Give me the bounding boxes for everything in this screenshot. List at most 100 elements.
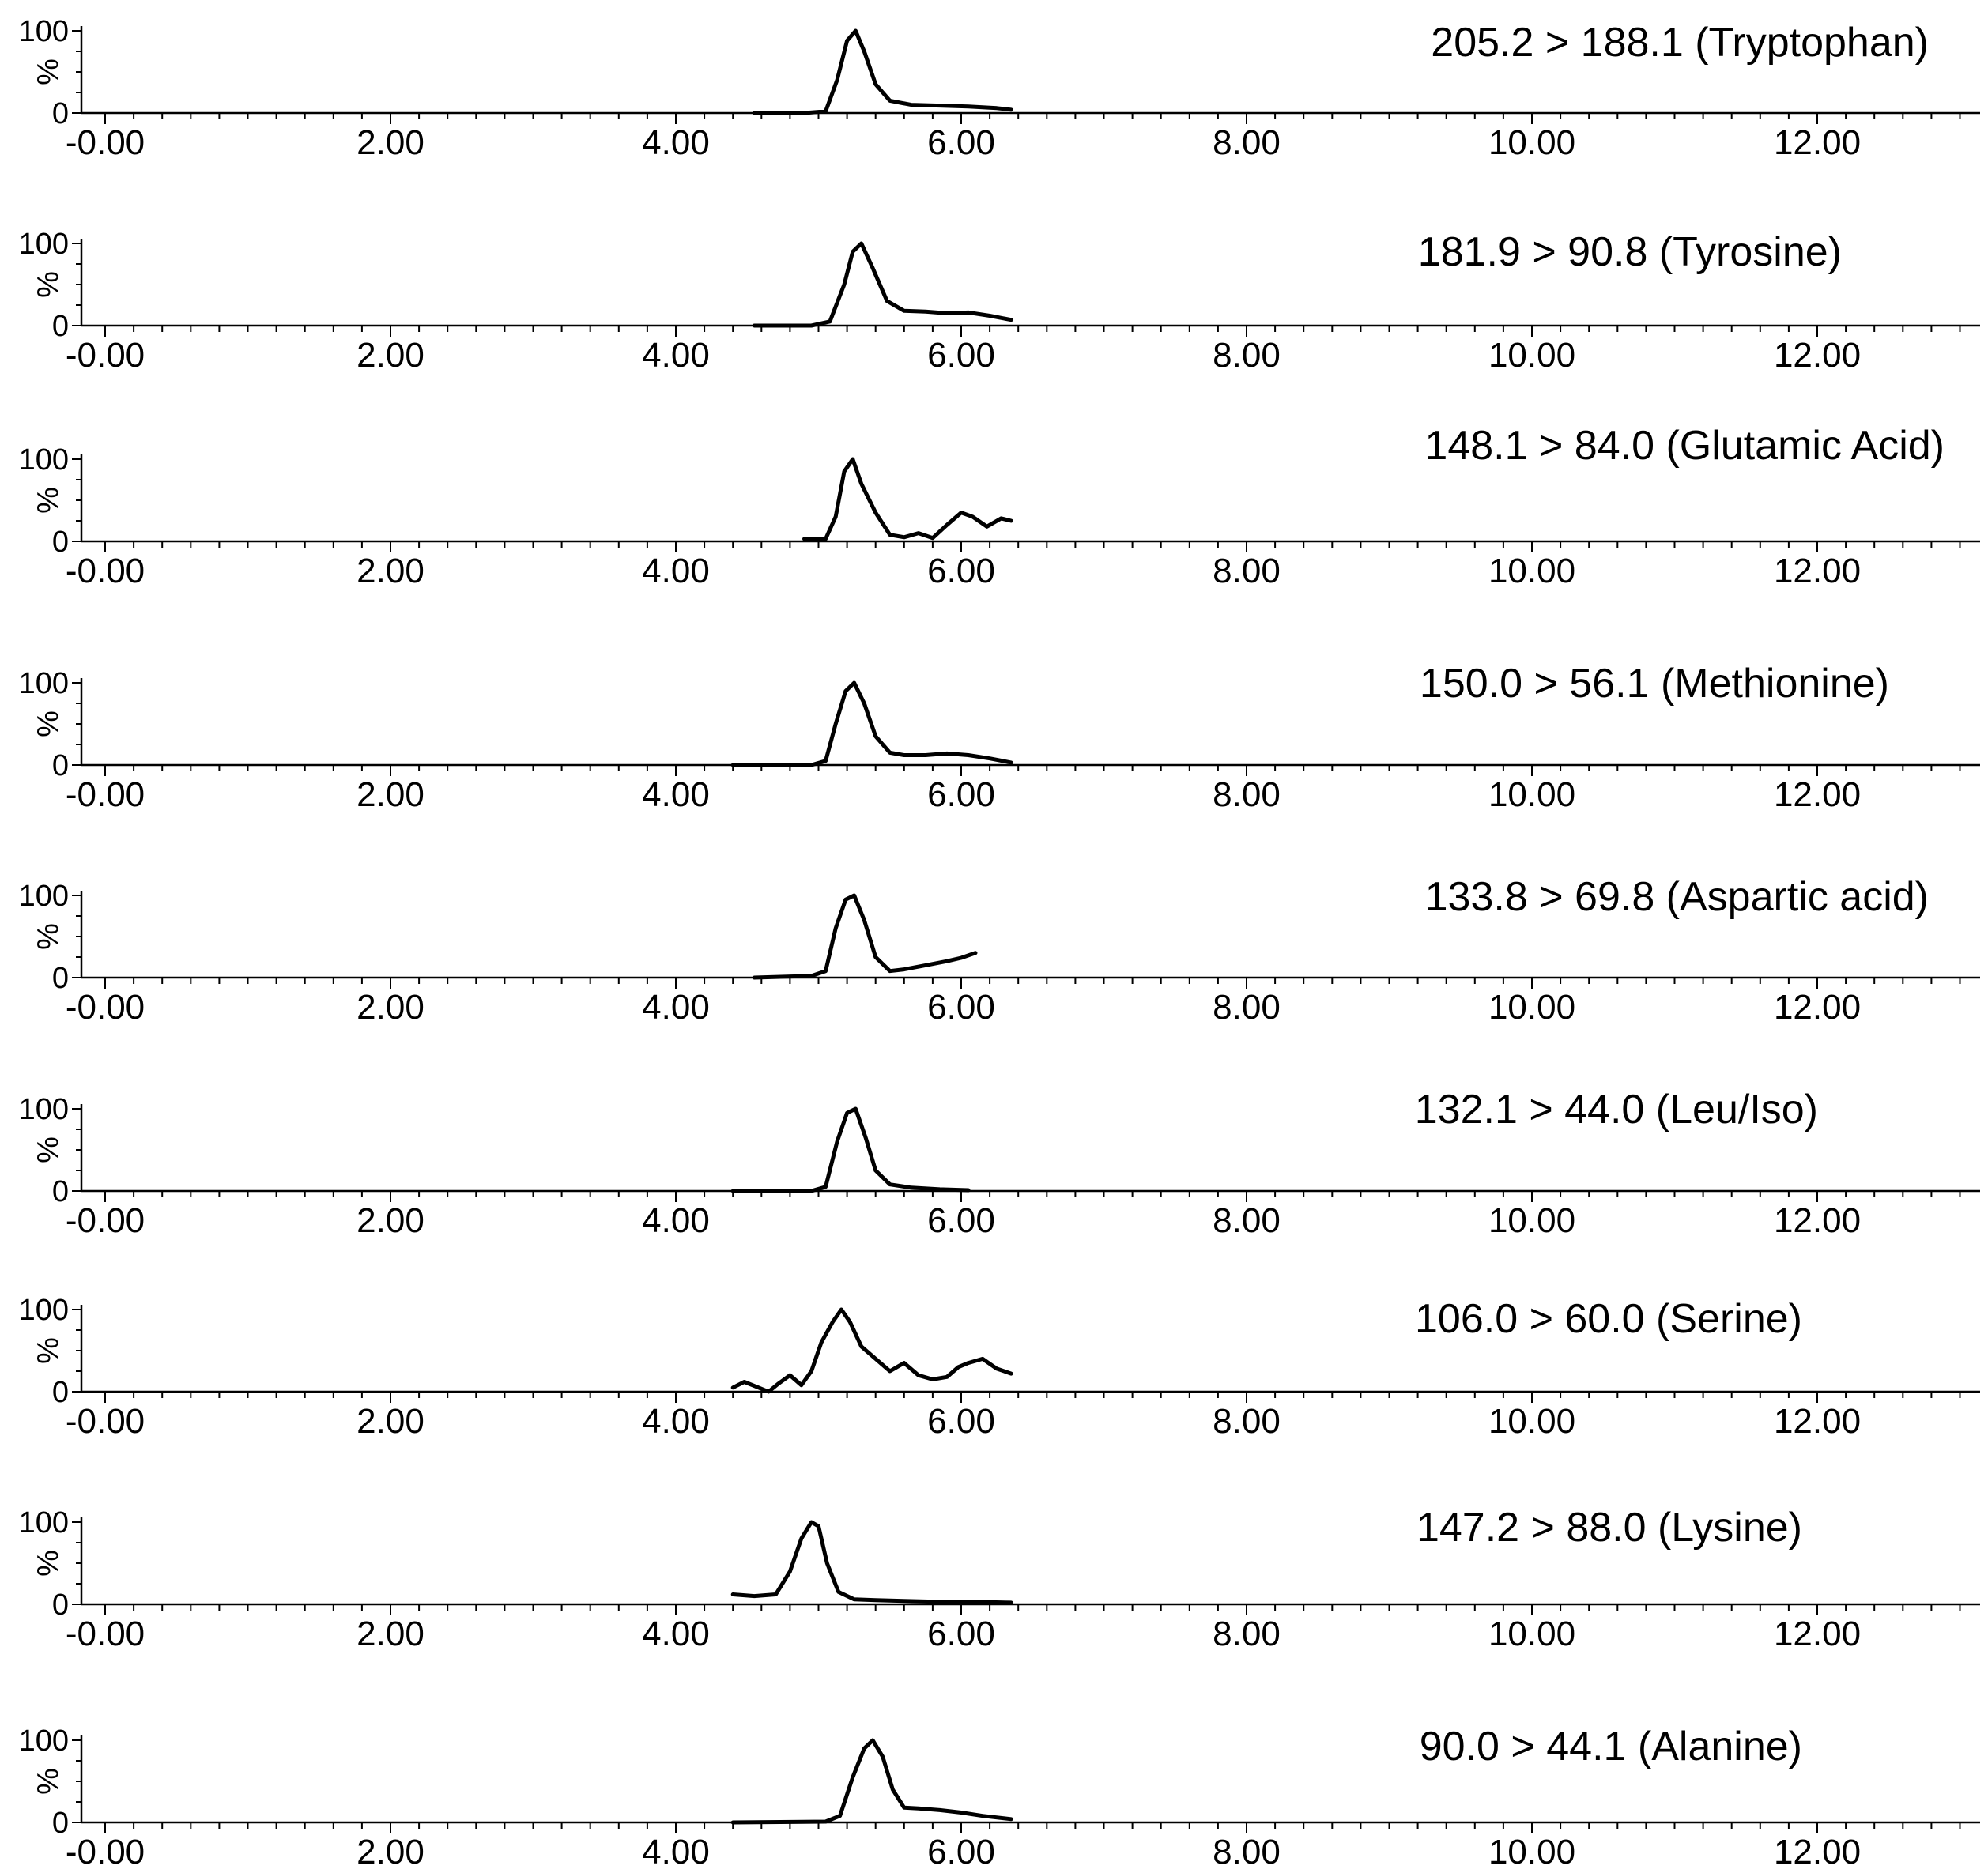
x-tick-label: -0.00 (66, 988, 145, 1027)
x-tick-label: -0.00 (66, 1402, 145, 1441)
x-tick-label: 10.00 (1488, 1201, 1575, 1240)
x-tick-label: 10.00 (1488, 1402, 1575, 1441)
x-tick-label: 8.00 (1213, 1833, 1281, 1871)
x-tick-label: 6.00 (927, 1201, 995, 1240)
x-tick-label: -0.00 (66, 1833, 145, 1871)
y-tick-label: 100 (19, 880, 69, 913)
x-tick-label: 2.00 (356, 552, 424, 590)
y-axis-label: % (32, 487, 65, 514)
x-tick-label: 2.00 (356, 1201, 424, 1240)
y-axis-label: % (32, 1768, 65, 1795)
x-tick-label: 2.00 (356, 1833, 424, 1871)
x-tick-label: -0.00 (66, 1201, 145, 1240)
panel-title: 150.0 > 56.1 (Methionine) (1420, 661, 1889, 707)
y-tick-label: 100 (19, 15, 69, 48)
x-tick-label: 8.00 (1213, 1402, 1281, 1441)
x-tick-label: 6.00 (927, 1615, 995, 1653)
chromatogram-panel: 0 100% -0.00 2.00 4.00 6.00 8.00 10.00 12.00 90.0… (19, 1724, 1980, 1871)
x-tick-label: 10.00 (1488, 552, 1575, 590)
y-tick-label: 100 (19, 1506, 69, 1539)
panel-title: 148.1 > 84.0 (Glutamic Acid) (1424, 423, 1945, 469)
x-tick-label: 2.00 (356, 1615, 424, 1653)
y-axis-label: % (32, 923, 65, 950)
x-tick-label: 12.00 (1774, 1615, 1861, 1653)
y-axis-label: % (32, 1337, 65, 1364)
x-tick-label: 10.00 (1488, 775, 1575, 814)
x-tick-label: 12.00 (1774, 1833, 1861, 1871)
chromatogram-trace (802, 457, 1013, 541)
y-tick-label: 100 (19, 1093, 69, 1126)
x-tick-label: 6.00 (927, 552, 995, 590)
y-tick-label: 100 (19, 1724, 69, 1758)
x-tick-label: 4.00 (642, 1402, 710, 1441)
x-tick-label: 10.00 (1488, 336, 1575, 375)
x-tick-label: 8.00 (1213, 775, 1281, 814)
x-tick-label: 4.00 (642, 1615, 710, 1653)
chromatogram-trace (730, 680, 1013, 767)
x-tick-label: 4.00 (642, 988, 710, 1027)
y-axis-label: % (32, 1550, 65, 1577)
x-tick-label: 10.00 (1488, 123, 1575, 162)
x-tick-label: 12.00 (1774, 336, 1861, 375)
panel-title: 205.2 > 188.1 (Tryptophan) (1431, 20, 1929, 66)
x-tick-label: 6.00 (927, 775, 995, 814)
y-tick-label: 0 (52, 749, 69, 782)
chromatogram-panel: 0 100% -0.00 2.00 4.00 6.00 8.00 10.00 12.00 150.… (19, 661, 1980, 814)
x-tick-label: 10.00 (1488, 1833, 1575, 1871)
x-tick-label: 2.00 (356, 988, 424, 1027)
x-tick-label: 12.00 (1774, 1402, 1861, 1441)
x-tick-label: 8.00 (1213, 336, 1281, 375)
y-tick-label: 100 (19, 667, 69, 700)
x-tick-label: 12.00 (1774, 552, 1861, 590)
y-axis-label: % (32, 58, 65, 85)
x-tick-label: 8.00 (1213, 123, 1281, 162)
x-tick-label: 4.00 (642, 1833, 710, 1871)
x-tick-label: 12.00 (1774, 1201, 1861, 1240)
y-axis-label: % (32, 1136, 65, 1163)
x-tick-label: 12.00 (1774, 988, 1861, 1027)
panel-title: 106.0 > 60.0 (Serine) (1415, 1296, 1802, 1342)
panel-title: 132.1 > 44.0 (Leu/Iso) (1415, 1087, 1818, 1132)
panel-title: 147.2 > 88.0 (Lysine) (1416, 1505, 1802, 1551)
x-tick-label: 8.00 (1213, 1201, 1281, 1240)
y-tick-label: 0 (52, 310, 69, 343)
y-tick-label: 0 (52, 526, 69, 559)
x-tick-label: 4.00 (642, 775, 710, 814)
x-tick-label: 8.00 (1213, 552, 1281, 590)
chromatogram-panel: 0 100% -0.00 2.00 4.00 6.00 8.00 10.00 12.00 147.… (19, 1505, 1980, 1653)
x-tick-label: 4.00 (642, 336, 710, 375)
x-tick-label: -0.00 (66, 775, 145, 814)
y-tick-label: 0 (52, 97, 69, 130)
x-tick-label: 6.00 (927, 336, 995, 375)
x-tick-label: 12.00 (1774, 123, 1861, 162)
x-tick-label: 2.00 (356, 336, 424, 375)
chromatogram-panel: 0 100% -0.00 2.00 4.00 6.00 8.00 10.00 12.00 205.… (19, 15, 1980, 162)
x-tick-label: 4.00 (642, 123, 710, 162)
chromatogram-trace (730, 1307, 1013, 1394)
chromatogram-panel: 0 100% -0.00 2.00 4.00 6.00 8.00 10.00 12.00 148.… (19, 423, 1980, 590)
x-tick-label: 2.00 (356, 1402, 424, 1441)
x-tick-label: 4.00 (642, 1201, 710, 1240)
chromatogram-panel: 0 100% -0.00 2.00 4.00 6.00 8.00 10.00 12.00 106.… (19, 1294, 1980, 1441)
panel-title: 181.9 > 90.8 (Tyrosine) (1418, 229, 1842, 275)
y-tick-label: 0 (52, 1588, 69, 1622)
y-axis-label: % (32, 271, 65, 298)
x-tick-label: -0.00 (66, 336, 145, 375)
x-tick-label: 6.00 (927, 1833, 995, 1871)
chromatogram-trace (730, 1738, 1013, 1825)
x-tick-label: 6.00 (927, 1402, 995, 1441)
x-tick-label: 12.00 (1774, 775, 1861, 814)
y-tick-label: 100 (19, 1294, 69, 1327)
x-tick-label: 2.00 (356, 123, 424, 162)
y-tick-label: 0 (52, 1175, 69, 1208)
x-tick-label: 10.00 (1488, 988, 1575, 1027)
chromatogram-panel: 0 100% -0.00 2.00 4.00 6.00 8.00 10.00 12.00 132.… (19, 1087, 1980, 1240)
x-tick-label: 6.00 (927, 123, 995, 162)
panel-title: 133.8 > 69.8 (Aspartic acid) (1425, 874, 1929, 920)
panel-title: 90.0 > 44.1 (Alanine) (1420, 1724, 1802, 1769)
chromatogram-panel: 0 100% -0.00 2.00 4.00 6.00 8.00 10.00 12.00 181.… (19, 228, 1980, 375)
chromatogram-trace (752, 241, 1013, 328)
chromatogram-panel: 0 100% -0.00 2.00 4.00 6.00 8.00 10.00 12.00 133.… (19, 874, 1980, 1027)
x-tick-label: 4.00 (642, 552, 710, 590)
x-tick-label: -0.00 (66, 552, 145, 590)
